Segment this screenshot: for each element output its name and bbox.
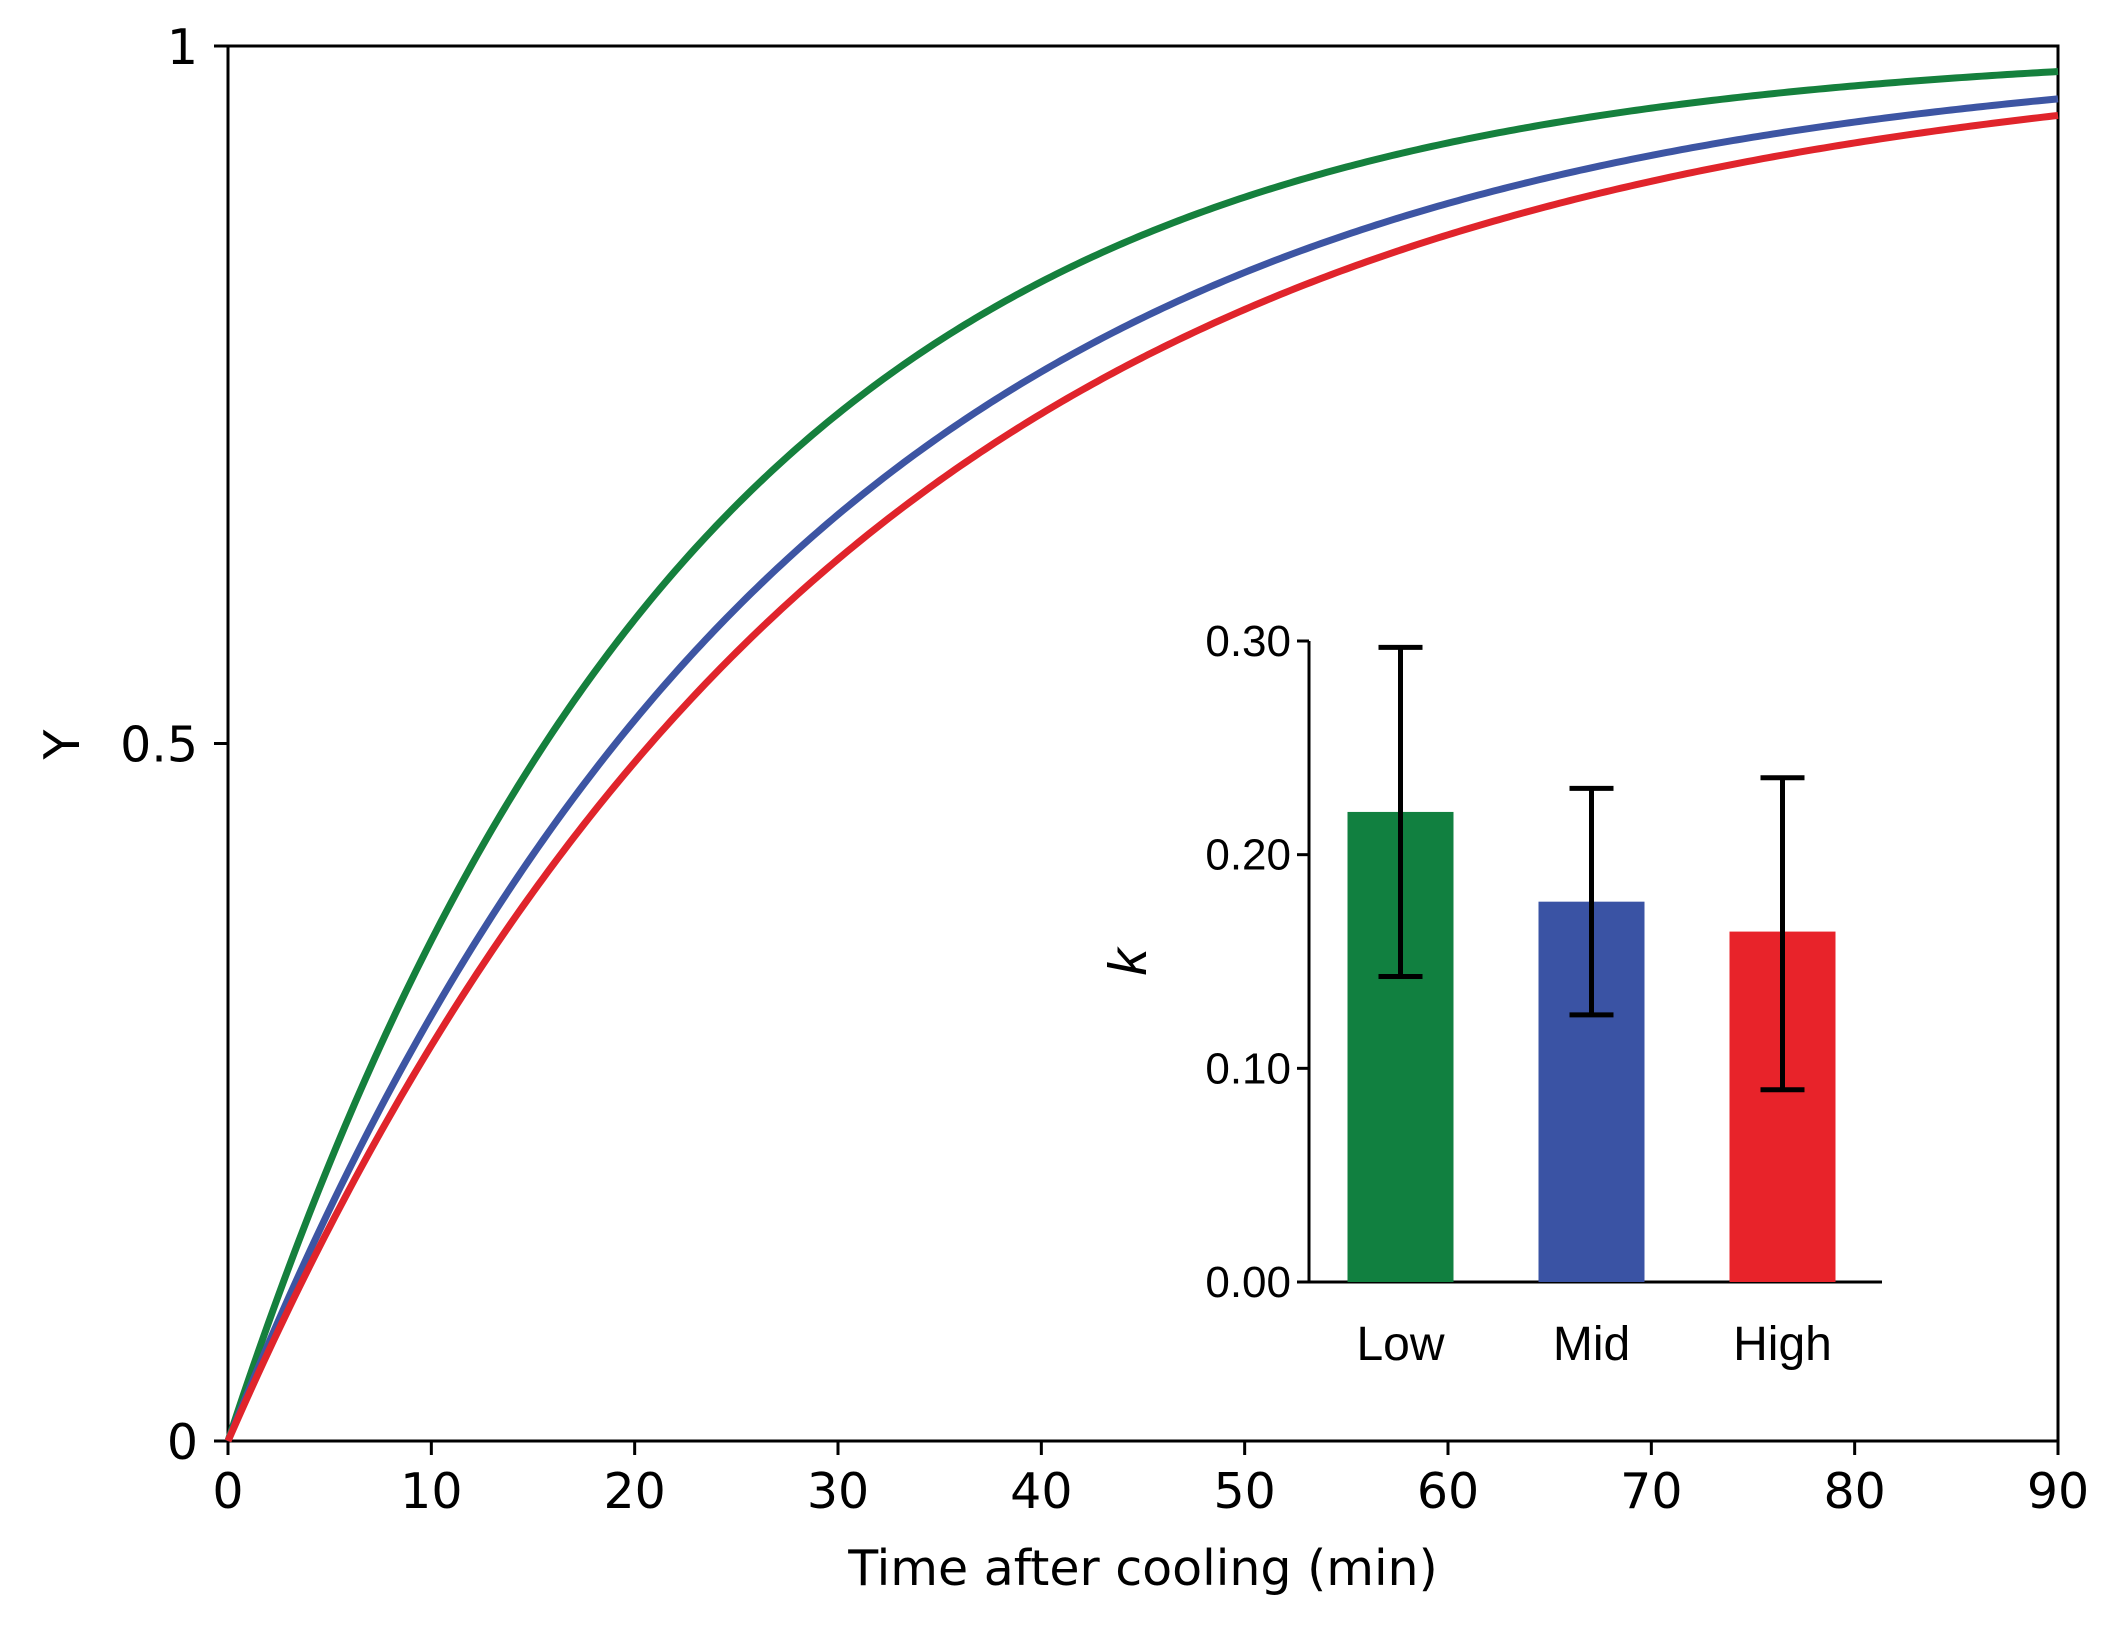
x-tick-label: 10 xyxy=(400,1463,462,1520)
x-tick-label: 70 xyxy=(1620,1463,1682,1520)
series-line-mid xyxy=(224,95,2059,1443)
x-tick-label: 30 xyxy=(807,1463,869,1520)
x-tick-label: 90 xyxy=(2027,1463,2089,1520)
inset-x-tick-label: Low xyxy=(1356,1318,1444,1371)
inset-y-tick-label: 0.20 xyxy=(1205,831,1291,880)
x-tick-label: 40 xyxy=(1010,1463,1072,1520)
y-tick-label: 1 xyxy=(167,19,198,76)
inset-y-tick-label: 0.30 xyxy=(1205,617,1291,666)
inset-x-tick-label: High xyxy=(1733,1318,1832,1371)
inset-y-axis-label: k xyxy=(1098,946,1158,976)
y-tick-label: 0.5 xyxy=(120,717,198,774)
series-lines xyxy=(224,68,2059,1443)
x-axis: 0 10 20 30 40 50 60 70 80 90 Time after cooling (m… xyxy=(212,1441,2089,1597)
inset-y-tick-label: 0.10 xyxy=(1205,1044,1291,1093)
x-tick-label: 80 xyxy=(1823,1463,1885,1520)
y-axis: 0 0.5 1 Y xyxy=(34,19,228,1471)
series-line-high xyxy=(224,111,2059,1443)
y-tick-label: 0 xyxy=(167,1414,198,1471)
inset-bar-chart: 0.00 0.10 0.20 0.30 k Low Mid High xyxy=(1098,617,1882,1371)
inset-y-tick-label: 0.00 xyxy=(1205,1258,1291,1307)
y-axis-label: Y xyxy=(34,728,91,760)
x-tick-label: 60 xyxy=(1417,1463,1479,1520)
x-tick-label: 20 xyxy=(603,1463,665,1520)
inset-x-tick-label: Mid xyxy=(1553,1318,1630,1371)
series-line-low xyxy=(224,68,2059,1443)
x-tick-label: 0 xyxy=(212,1463,243,1520)
x-tick-label: 50 xyxy=(1213,1463,1275,1520)
x-axis-label: Time after cooling (min) xyxy=(847,1540,1437,1597)
